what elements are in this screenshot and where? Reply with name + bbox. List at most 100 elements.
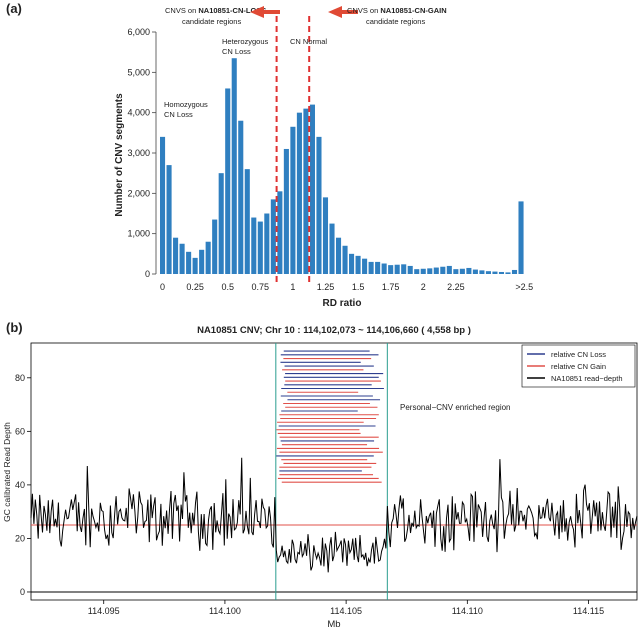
legend-label: NA10851 read−depth: [551, 374, 623, 383]
cnv-bar: [316, 136, 322, 274]
a-xtick-label: 1.5: [352, 282, 365, 292]
panel-a-bars: [160, 58, 524, 275]
loss-arrow-icon: [250, 6, 280, 18]
cnv-bar: [212, 219, 218, 274]
a-xtick-label: 0.75: [252, 282, 270, 292]
b-ytick-label: 0: [20, 587, 25, 597]
panel-a-xlabel: RD ratio: [323, 298, 362, 309]
cnv-bar: [225, 88, 231, 274]
homozygous-annotation-2: CN Loss: [164, 110, 193, 119]
gain-header-prefix: CNVS on: [347, 6, 380, 15]
cnv-bar: [407, 265, 413, 274]
a-xtick-label: 1.25: [317, 282, 335, 292]
panel-b-title: NA10851 CNV; Chr 10 : 114,102,073 ~ 114,…: [197, 325, 471, 336]
legend-label: relative CN Loss: [551, 350, 606, 359]
cnv-bar: [238, 120, 244, 274]
a-ytick-label: 6,000: [127, 27, 150, 37]
a-xtick-label: 0: [160, 282, 165, 292]
cnv-bar: [355, 255, 361, 274]
cnv-bar: [329, 223, 335, 274]
a-xtick-label: 1.75: [382, 282, 400, 292]
cnv-bar: [303, 108, 309, 274]
panel-b-xlabel: Mb: [327, 619, 340, 630]
cnv-bar: [479, 270, 485, 274]
heterozygous-annotation-2: CN Loss: [222, 47, 251, 56]
cnv-bar: [401, 264, 407, 274]
cnv-bar: [257, 221, 263, 274]
panel-b-legend: relative CN Loss relative CN Gain NA10851 …: [521, 344, 636, 388]
a-ytick-label: 4,000: [127, 108, 150, 118]
cnv-bar: [270, 199, 276, 274]
cnv-bar: [492, 271, 498, 274]
cnv-bar: [166, 165, 172, 274]
a-ytick-label: 3,000: [127, 148, 150, 158]
panel-b-label: (b): [6, 320, 23, 335]
cnv-bar: [518, 201, 524, 274]
cnv-bar: [218, 173, 224, 274]
cnv-bar: [192, 257, 198, 274]
gain-header-line2: candidate regions: [366, 17, 425, 26]
cnv-bar: [394, 264, 400, 274]
cnv-bar: [459, 268, 465, 274]
homozygous-annotation: Homozygous: [164, 100, 208, 109]
panel-b-frame: [30, 342, 638, 601]
b-xtick-label: 114.115: [573, 606, 604, 616]
a-xtick-label: 1: [290, 282, 295, 292]
b-ytick-label: 80: [15, 373, 25, 383]
loss-header-line2: candidate regions: [182, 17, 241, 26]
cnv-bar: [453, 269, 459, 274]
gain-header-bold: NA10851-CN-GAIN: [380, 6, 446, 15]
cnv-bar: [264, 213, 270, 274]
a-xtick-label: 0.25: [186, 282, 204, 292]
b-xtick-label: 114.110: [452, 606, 483, 616]
loss-header-prefix: CNVS on: [165, 6, 198, 15]
gain-header: CNVS on NA10851-CN-GAIN: [347, 6, 447, 15]
cnv-bar: [472, 269, 478, 274]
cnv-bar: [440, 266, 446, 274]
cnv-bar: [368, 261, 374, 274]
cnv-bar: [309, 104, 315, 274]
cnv-bar: [283, 148, 289, 274]
cnv-bar: [199, 249, 205, 274]
cnv-bar: [511, 269, 518, 274]
cnv-bar: [381, 263, 387, 274]
cnv-bar: [388, 265, 394, 274]
panel-b-plot: [30, 343, 638, 600]
a-xtick-label: 2.25: [447, 282, 465, 292]
read-depth-line: [30, 457, 638, 573]
cnv-bar: [485, 271, 491, 274]
b-xtick-label: 114.105: [330, 606, 362, 616]
a-xtick-label: 2: [421, 282, 426, 292]
b-ytick-label: 20: [15, 533, 25, 543]
cnv-bar: [362, 258, 368, 274]
cnv-bar: [420, 268, 426, 274]
heterozygous-annotation: Heterozygous: [222, 37, 269, 46]
cnv-bar: [290, 126, 296, 275]
cnv-bar: [205, 241, 211, 274]
b-ytick-label: 60: [15, 426, 25, 436]
cnv-bar: [349, 253, 355, 274]
a-ytick-label: 2,000: [127, 188, 150, 198]
cnv-bar: [427, 268, 433, 274]
panel-b: (b) NA10851 CNV; Chr 10 : 114,102,073 ~ …: [2, 320, 638, 630]
cnv-bar: [498, 271, 505, 274]
cnv-bar: [160, 136, 166, 274]
a-xtick-label: >2.5: [515, 282, 533, 292]
panel-a-axes: 0 1,000 2,000 3,000 4,000 5,000 6,000 0 0.25 0.5 0…: [127, 27, 533, 292]
normal-annotation: CN Normal: [290, 37, 327, 46]
panel-a-ylabel: Number of CNV segments: [114, 93, 125, 217]
cnv-bar: [433, 267, 439, 274]
a-ytick-label: 1,000: [127, 229, 150, 239]
loss-header-bold: NA10851-CN-LOSS: [198, 6, 266, 15]
b-ytick-label: 40: [15, 480, 25, 490]
cnv-bar: [231, 58, 237, 274]
cnv-bar: [505, 272, 511, 274]
loss-header: CNVS on NA10851-CN-LOSS: [165, 6, 266, 15]
panel-b-ylabel: GC calibrated Read Depth: [2, 422, 12, 522]
cnv-bar: [186, 251, 192, 274]
cnv-bar: [251, 217, 257, 274]
panel-b-axes: 114.095 114.100 114.105 114.110 114.115 0 20 40…: [15, 373, 604, 616]
cnv-bar: [375, 261, 381, 274]
a-xtick-label: 0.5: [221, 282, 234, 292]
